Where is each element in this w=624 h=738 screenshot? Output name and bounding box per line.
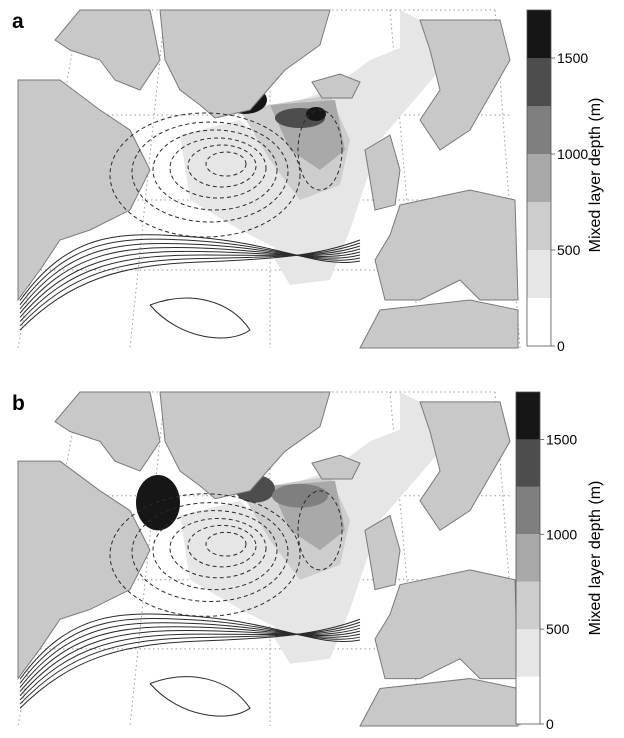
landmass: [419, 401, 511, 532]
contour-positive: [19, 245, 361, 322]
colorbar-swatch: [527, 106, 551, 154]
contour-positive: [19, 621, 361, 705]
colorbar-swatch: [516, 629, 540, 677]
colorbar-swatch: [516, 439, 540, 487]
landmass: [364, 134, 401, 211]
mld-deep-convection: [136, 475, 180, 531]
landmass: [364, 514, 401, 591]
colorbar-tick-label: 1000: [557, 146, 588, 162]
mld-shading: [180, 120, 330, 260]
landmass: [311, 73, 361, 99]
contour-positive: [19, 618, 361, 709]
contour-positive: [19, 238, 361, 306]
contour-negative: [131, 121, 289, 223]
map-b: 0 500 1000 1500 Mixed layer depth (m): [17, 391, 604, 732]
contour-negative: [152, 129, 278, 211]
colorbar-swatch: [527, 58, 551, 106]
colorbar-tick-label: 0: [546, 716, 554, 732]
colorbar-title-a: Mixed layer depth (m): [587, 98, 604, 253]
landmass: [159, 391, 331, 500]
colorbar-swatch: [527, 10, 551, 58]
colorbar-swatch: [516, 581, 540, 630]
landmass: [54, 391, 161, 472]
colorbar-tick-label: 1500: [557, 50, 588, 66]
colorbar-tick-label: 0: [557, 338, 565, 354]
colorbar-tick-label: 500: [546, 621, 570, 637]
contour-negative: [205, 531, 247, 557]
contour-positive: [19, 248, 361, 318]
landmass: [54, 9, 161, 91]
contour-negative: [169, 517, 267, 579]
colorbar-swatch: [516, 486, 540, 535]
colorbar-tick-label: 1500: [546, 431, 577, 447]
colorbar-frame: [526, 9, 552, 347]
mld-shading: [180, 500, 330, 640]
contour-positive: [149, 297, 251, 339]
landmass: [374, 569, 519, 680]
contour-positive: [19, 239, 361, 331]
landmass: [359, 299, 519, 349]
mld-deep-convection: [272, 483, 328, 508]
mld-deep-convection: [306, 107, 326, 121]
contour-negative: [205, 151, 247, 177]
map-a: 0 500 1000 1500 Mixed layer depth (m): [17, 9, 604, 354]
contour-positive: [19, 624, 361, 701]
colorbar-swatch: [527, 298, 551, 346]
landmass: [17, 460, 151, 681]
contour-positive: [19, 617, 361, 684]
colorbar-a: 0 500 1000 1500: [526, 9, 588, 354]
landmass: [17, 79, 151, 302]
colorbar-swatch: [527, 250, 551, 298]
contour-positive: [19, 622, 361, 688]
contour-negative: [187, 144, 257, 188]
contour-positive: [19, 242, 361, 310]
landmass: [311, 454, 361, 480]
colorbar-tick-label: 500: [557, 242, 581, 258]
contour-negative: [297, 490, 343, 571]
colorbar-frame: [515, 391, 541, 725]
map-content-a: [17, 9, 521, 349]
colorbar-swatch: [516, 392, 540, 440]
landmass: [159, 9, 331, 119]
colorbar-title-b: Mixed layer depth (m): [587, 481, 604, 636]
contour-positive: [19, 242, 361, 327]
contour-positive: [19, 613, 361, 680]
colorbar-swatch: [527, 202, 551, 250]
colorbar-swatch: [516, 534, 540, 582]
panel-label-a: a: [12, 10, 24, 33]
contour-positive: [19, 247, 361, 314]
contour-positive: [19, 626, 361, 692]
contour-positive: [19, 627, 361, 697]
landmass: [419, 19, 511, 151]
contour-positive: [149, 676, 251, 717]
contour-negative: [109, 112, 301, 238]
panel-b: b 0 500 1000 1500 Mixed layer depth (m): [0, 378, 624, 738]
contour-negative: [297, 109, 343, 191]
map-content-b: [17, 391, 521, 727]
panel-label-b: b: [12, 392, 25, 415]
landmass: [374, 189, 519, 301]
colorbar-swatch: [516, 676, 540, 724]
colorbar-tick-label: 1000: [546, 526, 577, 542]
contour-negative: [152, 510, 278, 591]
graticule-meridian: [129, 391, 166, 727]
contour-negative: [169, 137, 267, 199]
colorbar-swatch: [527, 154, 551, 202]
contour-positive: [19, 234, 361, 301]
contour-negative: [109, 493, 301, 617]
landmass: [359, 678, 519, 727]
colorbar-b: 0 500 1000 1500: [515, 391, 577, 732]
panel-a: a 0 500 1000 1500 Mixed layer depth (m): [0, 0, 624, 360]
